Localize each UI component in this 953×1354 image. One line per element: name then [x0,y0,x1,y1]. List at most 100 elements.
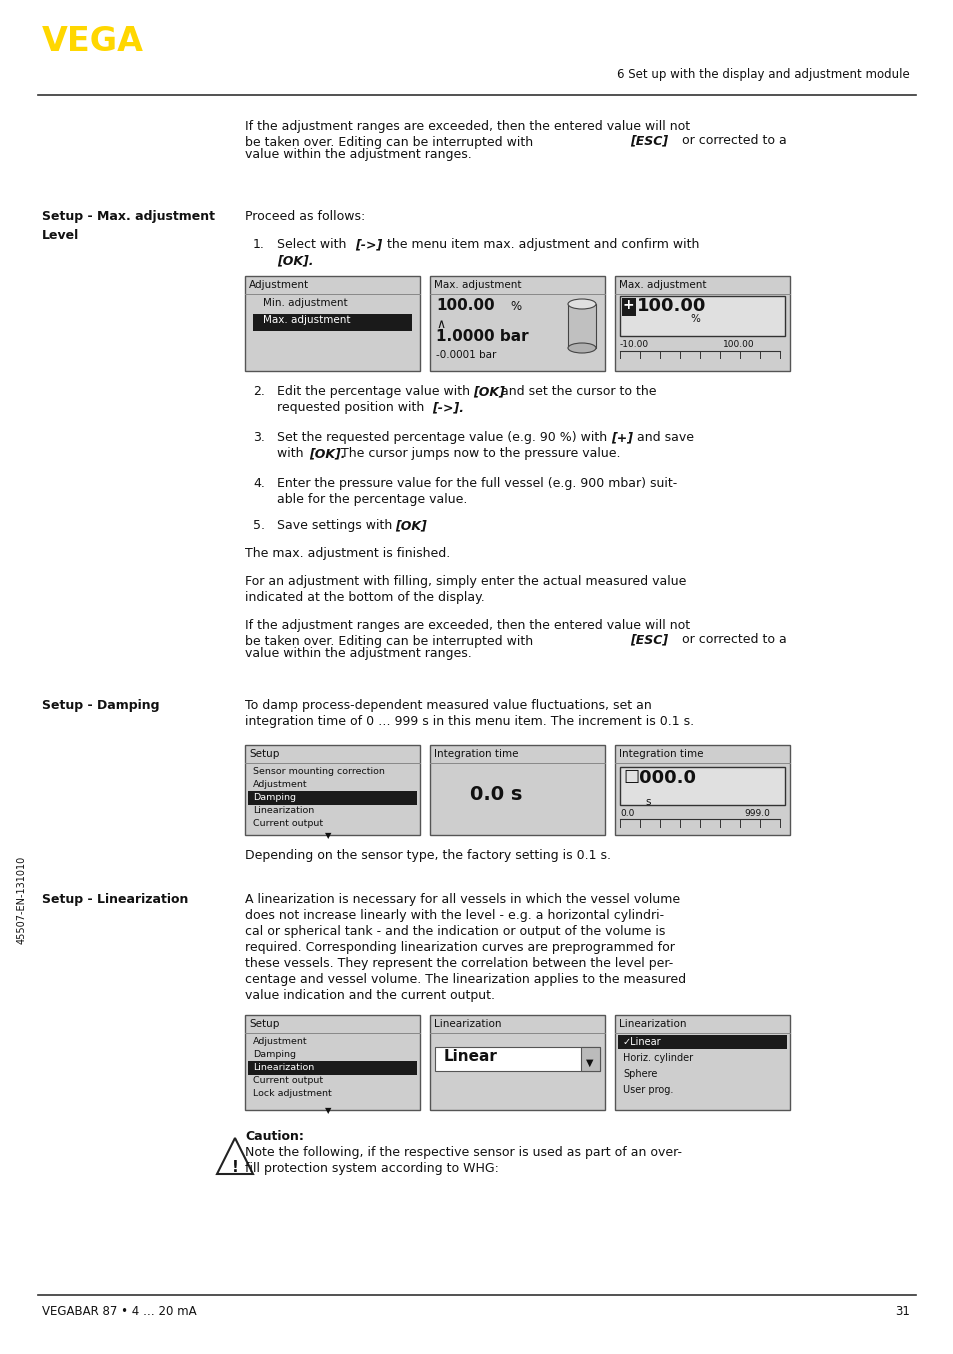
Text: ☐000.0: ☐000.0 [622,769,696,787]
Bar [567,305,596,348]
Text: [+]: [+] [610,431,633,444]
Text: Caution:: Caution: [245,1131,304,1143]
Text: Linearization: Linearization [434,1020,501,1029]
Text: 3.: 3. [253,431,265,444]
Bar [619,766,784,806]
Text: 31: 31 [894,1305,909,1317]
Text: ▼: ▼ [325,831,331,839]
Text: Adjustment: Adjustment [249,280,309,290]
Text: Integration time: Integration time [618,749,702,760]
Text: [->]: [->] [355,238,382,250]
Text: or corrected to a: or corrected to a [678,134,786,148]
Bar [245,1016,419,1110]
Text: Current output: Current output [253,1076,323,1085]
Text: and set the cursor to the: and set the cursor to the [497,385,656,398]
Text: Current output: Current output [253,819,323,829]
Bar [430,1016,604,1110]
Text: and save: and save [633,431,693,444]
Bar [615,745,789,835]
Text: A linearization is necessary for all vessels in which the vessel volume
does not: A linearization is necessary for all ves… [245,894,685,1002]
Text: Sensor mounting correction: Sensor mounting correction [253,766,384,776]
Text: 6 Set up with the display and adjustment module: 6 Set up with the display and adjustment… [617,68,909,81]
Text: If the adjustment ranges are exceeded, then the entered value will not
be taken : If the adjustment ranges are exceeded, t… [245,619,689,649]
Text: Edit the percentage value with: Edit the percentage value with [276,385,474,398]
Text: value within the adjustment ranges.: value within the adjustment ranges. [245,148,471,161]
Text: For an adjustment with filling, simply enter the actual measured value
indicated: For an adjustment with filling, simply e… [245,575,685,604]
Text: ▼: ▼ [586,1057,593,1068]
Text: Damping: Damping [253,1049,295,1059]
Bar [248,1062,416,1075]
Text: or corrected to a: or corrected to a [678,634,786,646]
Text: Setup - Linearization: Setup - Linearization [42,894,188,906]
Text: -10.00: -10.00 [619,340,648,349]
Text: Save settings with: Save settings with [276,519,395,532]
Text: VEGABAR 87 • 4 … 20 mA: VEGABAR 87 • 4 … 20 mA [42,1305,196,1317]
Text: Integration time: Integration time [434,749,518,760]
Text: 4.: 4. [253,477,265,490]
Text: [OK].: [OK]. [276,255,314,267]
Text: Set the requested percentage value (e.g. 90 %) with: Set the requested percentage value (e.g.… [276,431,611,444]
Text: %: % [510,301,520,313]
Text: [ESC]: [ESC] [629,634,667,646]
Text: able for the percentage value.: able for the percentage value. [276,493,467,506]
Text: Setup: Setup [249,1020,279,1029]
Text: Enter the pressure value for the full vessel (e.g. 900 mbar) suit-: Enter the pressure value for the full ve… [276,477,677,490]
Bar [430,745,604,835]
Text: Sphere: Sphere [622,1070,657,1079]
Text: Min. adjustment: Min. adjustment [263,298,347,307]
Bar [245,276,419,371]
Text: Max. adjustment: Max. adjustment [434,280,521,290]
Text: +: + [622,298,634,311]
Text: with: with [276,447,307,460]
Bar [430,276,604,371]
Text: If the adjustment ranges are exceeded, then the entered value will not
be taken : If the adjustment ranges are exceeded, t… [245,121,689,149]
Text: Damping: Damping [253,793,295,802]
Text: Max. adjustment: Max. adjustment [263,315,350,325]
Bar [248,791,416,806]
Text: Lock adjustment: Lock adjustment [253,1089,332,1098]
Text: -0.0001 bar: -0.0001 bar [436,349,496,360]
Ellipse shape [567,299,596,309]
Text: Select with: Select with [276,238,350,250]
Text: 100.00: 100.00 [436,298,494,313]
Text: Max. adjustment: Max. adjustment [618,280,706,290]
Text: Setup: Setup [249,749,279,760]
Ellipse shape [567,343,596,353]
Text: [OK].: [OK]. [309,447,345,460]
Text: Setup - Damping: Setup - Damping [42,699,159,712]
Text: To damp process-dependent measured value fluctuations, set an
integration time o: To damp process-dependent measured value… [245,699,694,728]
Bar [615,276,789,371]
Text: Linearization: Linearization [253,1063,314,1072]
Text: 999.0: 999.0 [743,808,769,818]
Text: [ESC]: [ESC] [629,134,667,148]
Text: ▼: ▼ [325,1106,331,1114]
Text: 1.0000 bar: 1.0000 bar [436,329,528,344]
Text: User prog.: User prog. [622,1085,673,1095]
Text: Linearization: Linearization [618,1020,686,1029]
Text: requested position with: requested position with [276,401,428,414]
Bar [580,1047,599,1071]
Text: [OK]: [OK] [473,385,504,398]
Text: value within the adjustment ranges.: value within the adjustment ranges. [245,647,471,659]
Text: the menu item max. adjustment and confirm with: the menu item max. adjustment and confir… [382,238,699,250]
Text: !: ! [232,1160,238,1175]
Bar [618,1034,786,1049]
Text: VEGA: VEGA [42,24,144,58]
Text: 5.: 5. [253,519,265,532]
Bar [621,298,636,315]
Bar [619,297,784,336]
Text: 100.00: 100.00 [637,297,705,315]
Text: Depending on the sensor type, the factory setting is 0.1 s.: Depending on the sensor type, the factor… [245,849,610,862]
Text: 100.00: 100.00 [722,340,754,349]
Text: Setup - Max. adjustment
Level: Setup - Max. adjustment Level [42,210,214,242]
Text: Note the following, if the respective sensor is used as part of an over-
fill pr: Note the following, if the respective se… [245,1145,681,1175]
Text: Proceed as follows:: Proceed as follows: [245,210,365,223]
Text: [OK]: [OK] [395,519,426,532]
Text: 0.0 s: 0.0 s [470,785,522,804]
Text: %: % [689,314,700,324]
Text: s: s [644,798,650,807]
Text: The cursor jumps now to the pressure value.: The cursor jumps now to the pressure val… [336,447,619,460]
Bar [253,314,412,330]
Bar [435,1047,599,1071]
Bar [245,745,419,835]
